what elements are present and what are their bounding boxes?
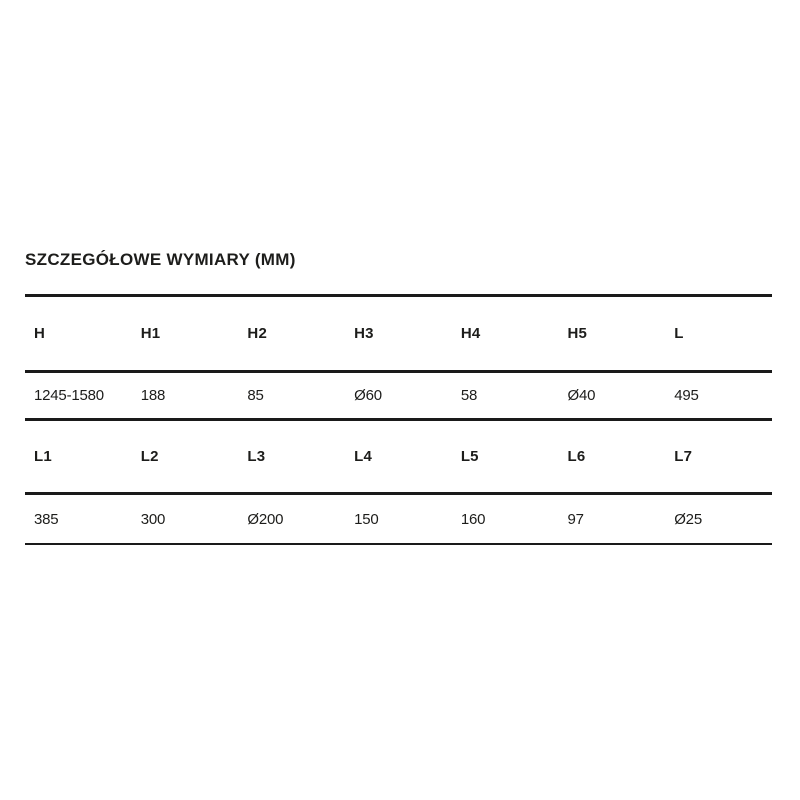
value-cell-h4: 58 (460, 387, 478, 404)
value-cell-h: 1245-1580 (34, 387, 104, 404)
header-cell-l7: L7 (674, 448, 693, 465)
value-cell-l1: 385 (34, 510, 59, 528)
value-cell-l: 495 (674, 387, 699, 404)
value-cell-h2: 85 (247, 387, 264, 404)
header-cell-h5: H5 (567, 325, 588, 342)
value-cell-h3: Ø60 (354, 387, 382, 404)
header-cell-l2: L2 (140, 448, 159, 465)
table-header-row-l: L1 L2 L3 L4 L5 L6 L7 (25, 421, 772, 495)
value-cell-h1: 188 (140, 387, 166, 404)
header-cell-l1: L1 (34, 448, 52, 465)
header-cell-l: L (674, 325, 684, 342)
table-data-row-h: 1245-1580 188 85 Ø60 58 Ø40 495 (25, 373, 772, 421)
header-cell-l5: L5 (460, 448, 479, 465)
header-cell-h2: H2 (247, 325, 267, 342)
value-cell-l3: Ø200 (247, 510, 284, 528)
value-cell-l7: Ø25 (674, 510, 702, 528)
value-cell-l2: 300 (140, 510, 166, 528)
header-cell-l4: L4 (354, 448, 373, 465)
table-header-row-h: H H1 H2 H3 H4 H5 L (25, 297, 772, 373)
section-title: SZCZEGÓŁOWE WYMIARY (MM) (25, 250, 296, 269)
value-cell-l4: 150 (354, 510, 379, 528)
header-cell-h3: H3 (354, 325, 374, 342)
value-cell-h5: Ø40 (567, 387, 596, 404)
value-cell-l6: 97 (567, 510, 584, 528)
header-cell-l6: L6 (567, 448, 586, 465)
header-cell-l3: L3 (247, 448, 266, 465)
header-cell-h: H (34, 325, 46, 342)
table-data-row-l: 385 300 Ø200 150 160 97 Ø25 (25, 495, 772, 545)
value-cell-l5: 160 (460, 510, 486, 528)
header-cell-h4: H4 (460, 325, 481, 342)
header-cell-h1: H1 (140, 325, 161, 342)
dimensions-table: H H1 H2 H3 H4 H5 L 1245-1580 188 85 Ø60 … (25, 294, 772, 545)
